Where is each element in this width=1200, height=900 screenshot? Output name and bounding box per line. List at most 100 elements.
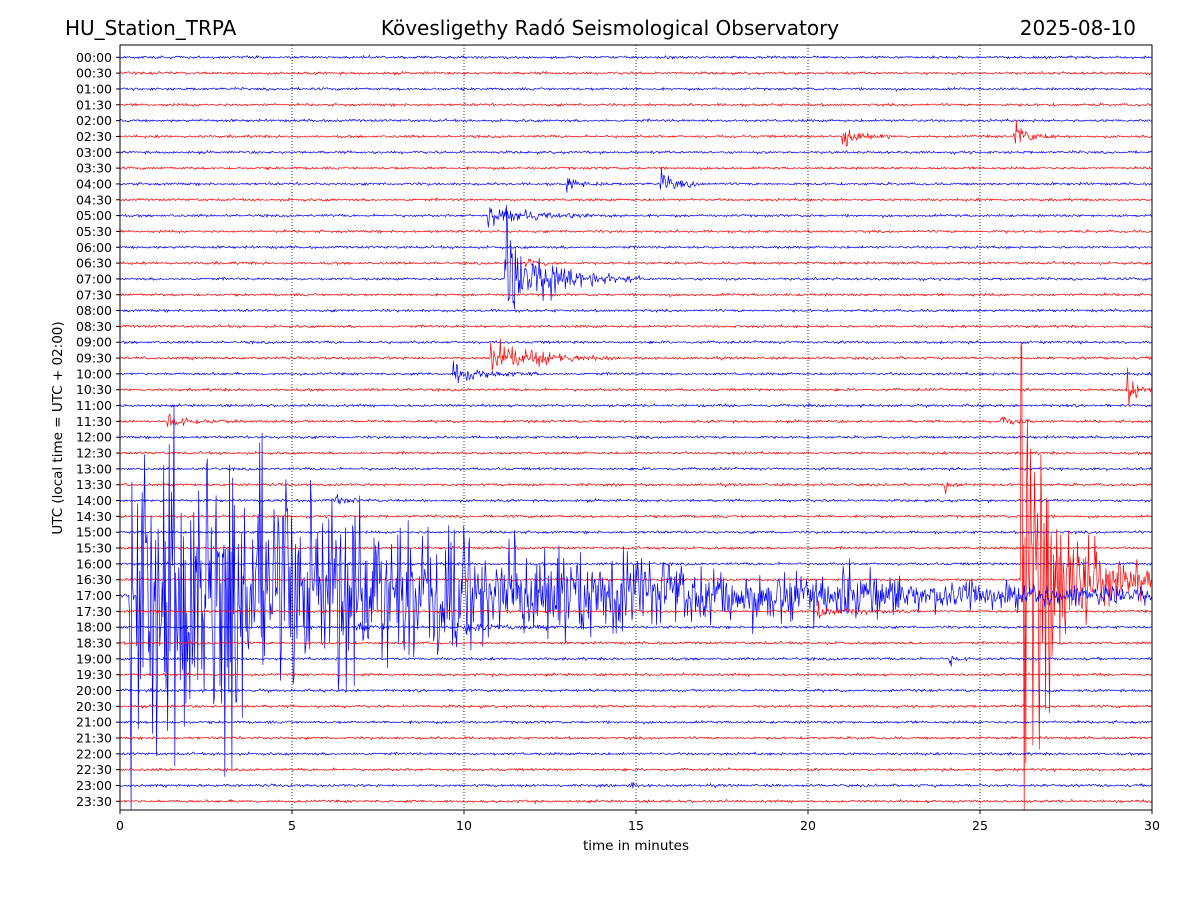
- trace-10:30: [120, 367, 1152, 406]
- trace-11:30: [120, 413, 1152, 427]
- y-tick-label-13:00: 13:00: [76, 461, 112, 476]
- trace-06:30: [120, 258, 1152, 268]
- station-name: HU_Station_TRPA: [65, 16, 237, 40]
- trace-13:30: [120, 481, 1152, 495]
- trace-21:00: [120, 720, 1152, 725]
- y-tick-label-03:00: 03:00: [76, 145, 112, 160]
- y-tick-label-02:30: 02:30: [76, 129, 112, 144]
- trace-07:30: [120, 292, 1152, 298]
- trace-09:00: [120, 339, 1152, 345]
- seismic-traces: [120, 54, 1152, 810]
- y-tick-label-01:30: 01:30: [76, 97, 112, 112]
- y-tick-label-08:00: 08:00: [76, 303, 112, 318]
- y-tick-label-19:00: 19:00: [76, 651, 112, 666]
- trace-12:30: [120, 450, 1152, 456]
- y-tick-label-00:00: 00:00: [76, 50, 112, 65]
- y-tick-label-12:00: 12:00: [76, 430, 112, 445]
- trace-07:00: [120, 204, 1152, 310]
- trace-02:30: [120, 119, 1152, 147]
- x-tick-label-5: 5: [288, 818, 296, 833]
- x-tick-label-25: 25: [972, 818, 988, 833]
- trace-12:00: [120, 435, 1152, 440]
- y-tick-label-11:30: 11:30: [76, 414, 112, 429]
- y-tick-label-20:00: 20:00: [76, 683, 112, 698]
- y-tick-label-16:30: 16:30: [76, 572, 112, 587]
- x-tick-label-15: 15: [628, 818, 644, 833]
- x-tick-label-0: 0: [116, 818, 124, 833]
- y-tick-label-18:30: 18:30: [76, 636, 112, 651]
- trace-17:30: [120, 600, 1152, 619]
- trace-05:00: [120, 207, 1152, 228]
- trace-05:30: [120, 229, 1152, 234]
- trace-19:00: [120, 656, 1152, 667]
- y-tick-label-16:00: 16:00: [76, 556, 112, 571]
- y-tick-label-07:00: 07:00: [76, 271, 112, 286]
- trace-06:00: [120, 245, 1152, 250]
- trace-04:00: [120, 167, 1152, 193]
- y-tick-label-23:00: 23:00: [76, 778, 112, 793]
- trace-00:00: [120, 54, 1152, 60]
- trace-16:30: [120, 341, 1152, 810]
- x-tick-label-20: 20: [800, 818, 816, 833]
- trace-04:30: [120, 197, 1152, 202]
- y-tick-label-06:00: 06:00: [76, 240, 112, 255]
- trace-03:30: [120, 165, 1152, 171]
- y-tick-label-05:00: 05:00: [76, 208, 112, 223]
- y-tick-label-14:30: 14:30: [76, 509, 112, 524]
- trace-22:00: [120, 751, 1152, 756]
- y-tick-label-04:30: 04:30: [76, 192, 112, 207]
- y-tick-label-17:30: 17:30: [76, 604, 112, 619]
- x-axis-label: time in minutes: [583, 838, 689, 854]
- trace-10:00: [120, 360, 1152, 384]
- y-tick-label-18:00: 18:00: [76, 620, 112, 635]
- y-tick-label-01:00: 01:00: [76, 81, 112, 96]
- y-tick-label-05:30: 05:30: [76, 224, 112, 239]
- y-tick-label-20:30: 20:30: [76, 699, 112, 714]
- x-axis-ticks: 0 5 10 15 20 25 30: [116, 810, 1160, 833]
- y-tick-label-15:00: 15:00: [76, 525, 112, 540]
- y-tick-label-09:00: 09:00: [76, 335, 112, 350]
- trace-08:00: [120, 308, 1152, 313]
- trace-08:30: [120, 324, 1152, 329]
- trace-19:30: [120, 672, 1152, 678]
- y-tick-label-09:30: 09:30: [76, 351, 112, 366]
- trace-01:30: [120, 102, 1152, 107]
- y-axis-label: UTC (local time = UTC + 02:00): [50, 321, 66, 534]
- trace-21:30: [120, 735, 1152, 741]
- trace-09:30: [120, 338, 1152, 371]
- trace-18:00: [120, 622, 1152, 634]
- trace-03:00: [120, 150, 1152, 155]
- trace-23:00: [120, 781, 1152, 789]
- trace-20:00: [120, 687, 1152, 693]
- trace-11:00: [120, 402, 1152, 408]
- y-axis-ticks: 00:0000:3001:0001:3002:0002:3003:0003:30…: [76, 50, 120, 809]
- y-tick-label-21:30: 21:30: [76, 730, 112, 745]
- y-tick-label-10:00: 10:00: [76, 366, 112, 381]
- trace-14:00: [120, 493, 1152, 505]
- trace-01:00: [120, 86, 1152, 92]
- y-tick-label-11:00: 11:00: [76, 398, 112, 413]
- x-tick-label-30: 30: [1144, 818, 1160, 833]
- y-tick-label-22:30: 22:30: [76, 762, 112, 777]
- trace-14:30: [120, 514, 1152, 519]
- y-tick-label-12:30: 12:30: [76, 446, 112, 461]
- trace-00:30: [120, 70, 1152, 76]
- y-tick-label-19:30: 19:30: [76, 667, 112, 682]
- y-tick-label-22:00: 22:00: [76, 746, 112, 761]
- record-date: 2025-08-10: [1019, 16, 1136, 40]
- y-tick-label-13:30: 13:30: [76, 477, 112, 492]
- y-tick-label-00:30: 00:30: [76, 66, 112, 81]
- x-tick-label-10: 10: [456, 818, 472, 833]
- y-tick-label-07:30: 07:30: [76, 287, 112, 302]
- y-tick-label-04:00: 04:00: [76, 176, 112, 191]
- trace-02:00: [120, 118, 1152, 123]
- y-tick-label-15:30: 15:30: [76, 541, 112, 556]
- y-tick-label-02:00: 02:00: [76, 113, 112, 128]
- trace-18:30: [120, 640, 1152, 646]
- y-tick-label-21:00: 21:00: [76, 715, 112, 730]
- y-tick-label-10:30: 10:30: [76, 382, 112, 397]
- y-tick-label-14:00: 14:00: [76, 493, 112, 508]
- trace-23:30: [120, 799, 1152, 804]
- y-tick-label-17:00: 17:00: [76, 588, 112, 603]
